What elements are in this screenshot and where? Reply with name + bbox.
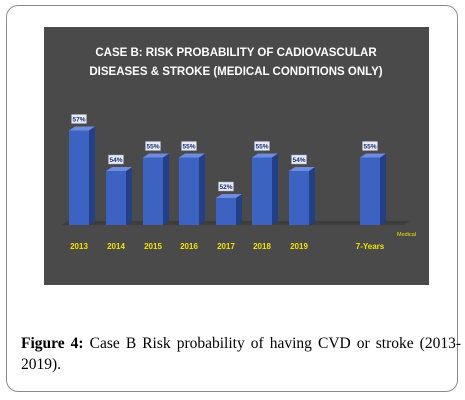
bar-side-2019 <box>309 167 315 225</box>
caption-label: Figure 4: <box>21 335 84 352</box>
bar-top-2015 <box>143 153 169 158</box>
value-label-2014: 54% <box>109 157 122 164</box>
value-label-box-2018 <box>254 141 270 151</box>
x-tick-2017: 2017 <box>217 242 235 251</box>
caption-text: Case B Risk probability of having CVD or… <box>21 335 461 373</box>
chart-title-line-1: CASE B: RISK PROBABILITY OF CADIOVASCULA… <box>95 47 377 59</box>
bar-side-2013 <box>89 126 95 225</box>
bar-side-2018 <box>272 153 278 225</box>
value-label-box-2017 <box>218 181 234 192</box>
bar-side-2015 <box>163 153 169 225</box>
bar-7-Years <box>360 157 380 225</box>
bar-top-2014 <box>106 167 132 171</box>
chart-panel: CASE B: RISK PROBABILITY OF CADIOVASCULA… <box>44 27 429 285</box>
x-tick-7-Years: 7-Years <box>356 242 385 251</box>
figure-caption: Figure 4: Case B Risk probability of hav… <box>21 333 461 375</box>
value-label-box-2015 <box>145 141 161 151</box>
series-label: Medical <box>397 232 416 238</box>
value-label-box-7-Years <box>362 141 378 151</box>
bars-layer: 57% 2013 54% 2014 55% 2015 55% 2016 52% 2017 55% 20… <box>62 114 410 251</box>
value-label-2016: 55% <box>182 143 195 150</box>
bar-2016 <box>179 157 199 225</box>
bar-top-2016 <box>179 153 205 158</box>
x-tick-2018: 2018 <box>253 242 271 251</box>
bar-top-2018 <box>252 153 278 158</box>
x-tick-2013: 2013 <box>70 242 88 251</box>
value-label-2015: 55% <box>146 143 159 150</box>
value-label-2017: 52% <box>219 184 232 191</box>
bar-2019 <box>289 171 309 225</box>
value-label-7-Years: 55% <box>363 143 376 150</box>
bar-2014 <box>106 171 126 225</box>
bar-top-2019 <box>289 167 315 171</box>
value-label-box-2019 <box>291 154 307 165</box>
bar-top-2013 <box>69 126 95 131</box>
bar-2017 <box>216 198 236 225</box>
value-label-box-2013 <box>71 114 87 124</box>
value-label-2013: 57% <box>72 116 85 123</box>
bar-top-2017 <box>216 194 242 198</box>
bar-side-2017 <box>236 194 242 225</box>
value-label-2018: 55% <box>255 143 268 150</box>
figure-frame: CASE B: RISK PROBABILITY OF CADIOVASCULA… <box>6 5 461 392</box>
value-label-box-2016 <box>181 141 197 151</box>
bar-side-2014 <box>126 167 132 225</box>
bar-2018 <box>252 157 272 225</box>
bar-top-7-Years <box>360 153 386 158</box>
value-label-box-2014 <box>108 154 124 165</box>
bar-2015 <box>143 157 163 225</box>
x-tick-2015: 2015 <box>144 242 162 251</box>
x-tick-2019: 2019 <box>290 242 308 251</box>
chart-title-line-2: DISEASES & STROKE (MEDICAL CONDITIONS ON… <box>89 66 382 78</box>
x-tick-2014: 2014 <box>107 242 125 251</box>
bar-2013 <box>69 130 89 225</box>
chart-svg: CASE B: RISK PROBABILITY OF CADIOVASCULA… <box>62 47 416 251</box>
bar-side-2016 <box>199 153 205 225</box>
bar-side-7-Years <box>380 153 386 225</box>
x-tick-2016: 2016 <box>180 242 198 251</box>
value-label-2019: 54% <box>292 157 305 164</box>
